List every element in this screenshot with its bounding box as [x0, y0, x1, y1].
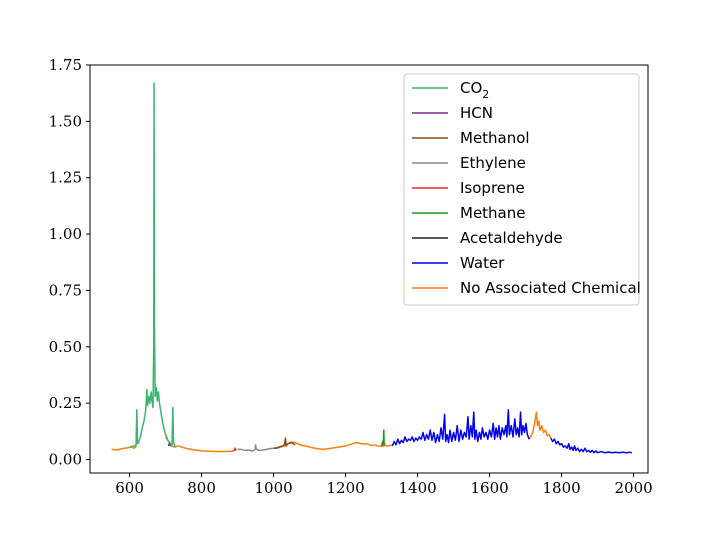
x-tick-label: 1600 [471, 479, 509, 497]
y-tick-label: 0.50 [49, 338, 82, 356]
x-tick-label: 1800 [543, 479, 581, 497]
x-tick-label: 2000 [615, 479, 653, 497]
series-line-water-0 [391, 409, 530, 447]
legend-label-no-associated-chemical: No Associated Chemical [460, 279, 641, 297]
legend-label-isoprene: Isoprene [460, 179, 525, 197]
y-tick-label: 1.00 [49, 225, 82, 243]
legend-label-acetaldehyde: Acetaldehyde [460, 229, 563, 247]
legend-label-methanol: Methanol [460, 129, 530, 147]
series-line-methane-0 [380, 429, 386, 447]
x-tick-label: 1400 [399, 479, 437, 497]
y-tick-label: 0.00 [49, 450, 82, 468]
series-line-ethylene-0 [237, 444, 278, 452]
legend-box [403, 73, 640, 306]
series-line-co2-0 [129, 82, 177, 448]
legend-label-water: Water [460, 254, 505, 272]
legend-label-co2: CO2 [460, 79, 489, 101]
x-tick-label: 1000 [255, 479, 293, 497]
series-line-no-associated-chemical-2 [276, 441, 393, 451]
legend-label-ethylene: Ethylene [460, 154, 526, 172]
y-tick-label: 1.50 [49, 112, 82, 130]
series-line-water-1 [550, 437, 632, 454]
series-line-isoprene-1 [233, 447, 237, 452]
y-tick-label: 0.75 [49, 281, 82, 299]
series-line-no-associated-chemical-3 [528, 411, 552, 440]
x-axis: 600 800 1000 1200 1400 1600 1800 2000 [115, 473, 653, 497]
legend-label-hcn: HCN [460, 104, 493, 122]
plot-frame [89, 64, 649, 474]
x-tick-label: 1200 [327, 479, 365, 497]
x-tick-label: 800 [187, 479, 216, 497]
legend-label-methane: Methane [460, 204, 526, 222]
legend: CO2 HCN Methanol Ethylene Isoprene Methane Ace… [403, 73, 641, 306]
y-tick-label: 1.25 [49, 169, 82, 187]
series-layer [111, 82, 632, 454]
y-tick-label: 0.25 [49, 394, 82, 412]
x-tick-label: 600 [115, 479, 144, 497]
series-line-no-associated-chemical-1 [164, 436, 235, 453]
series-line-methanol-0 [273, 437, 296, 449]
series-line-no-associated-chemical-0 [111, 445, 138, 451]
y-tick-label: 1.75 [49, 56, 82, 74]
y-axis: 0.00 0.25 0.50 0.75 1.00 1.25 1.50 1.75 [49, 56, 90, 468]
